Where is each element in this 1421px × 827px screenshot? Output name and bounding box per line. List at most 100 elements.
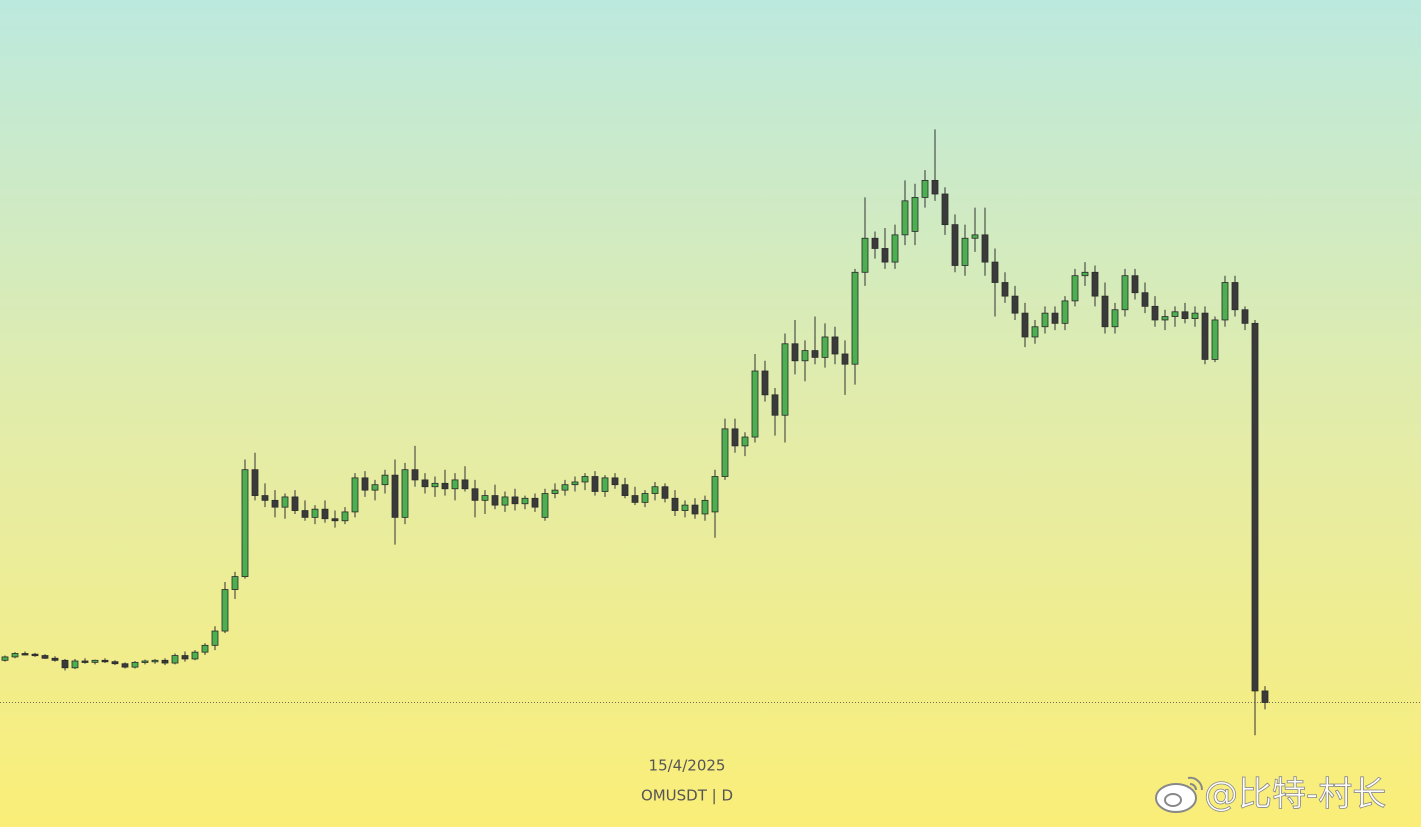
candle-body [721,428,729,477]
candle-body [611,477,619,486]
candle-body [161,659,169,664]
candle-body [1221,282,1229,321]
candle-body [351,477,359,513]
candle-body [311,508,319,518]
candle-body [1151,305,1159,321]
candle-body [1041,312,1049,328]
candle-body [511,496,519,505]
candle-body [1011,295,1019,314]
candle-body [891,234,899,263]
candle-body [821,336,829,358]
candle-body [941,193,949,226]
date-label: 15/4/2025 [649,757,726,775]
weibo-icon [1155,776,1204,813]
candle-body [381,474,389,486]
candle-body [871,237,879,249]
candle-body [991,261,999,283]
candle-body [921,179,929,198]
candle-body [371,484,379,491]
candle-body [1171,311,1179,317]
candle-body [491,495,499,506]
candle-body [1251,322,1259,692]
candle-body [1,656,9,661]
candle-body [581,476,589,483]
candle-body [1261,690,1269,703]
candle-body [901,200,909,236]
candle-body [261,495,269,501]
candle-body [551,489,559,494]
candle-body [781,343,789,416]
candle-body [471,488,479,501]
candle-body [151,659,159,663]
candle-body [271,499,279,508]
candle-body [21,653,29,656]
candle-body [1161,316,1169,321]
candle-body [431,482,439,488]
candle-body [1031,326,1039,338]
candle-body [251,469,259,496]
candle-body [121,663,129,668]
candle-body [391,474,399,518]
candle-body [231,576,239,590]
candle-body [501,496,509,506]
candle-body [811,350,819,358]
candle-body [301,510,309,518]
candle-body [1021,312,1029,338]
candle-body [521,497,529,505]
candle-body [1181,311,1189,319]
candle-body [221,589,229,632]
candle-body [861,237,869,273]
symbol-label: OMUSDT | D [641,787,733,805]
candle-body [331,518,339,522]
candle-body [1061,300,1069,324]
candle-body [541,493,549,518]
candle-body [1191,312,1199,319]
candle-body [1081,271,1089,277]
candle-body [31,653,39,657]
candle-body [731,428,739,447]
candle-body [441,482,449,490]
candle-body [461,479,469,490]
candle-body [131,661,139,668]
candle-body [841,353,849,365]
candle-body [1231,282,1239,311]
candle-body [281,496,289,508]
candle-body [411,469,419,481]
candle-body [71,660,79,669]
candle-body [681,504,689,511]
candle-body [241,469,249,577]
candle-body [1071,275,1079,302]
candle-body [621,484,629,496]
candle-body [701,499,709,515]
candle-body [1111,309,1119,328]
candle-body [631,495,639,503]
candle-body [1051,312,1059,324]
candle-body [641,493,649,503]
candle-body [51,657,59,661]
candle-body [41,655,49,659]
candle-body [191,651,199,660]
candle-body [291,496,299,511]
candle-body [201,644,209,653]
candle-body [61,659,69,669]
candle-body [321,508,329,520]
candle-body [711,476,719,513]
candle-body [141,660,149,663]
candle-body [181,655,189,660]
candle-body [1201,312,1209,360]
candle-body [561,484,569,491]
candle-body [981,234,989,263]
candle-body [1211,319,1219,360]
candle-body [101,659,109,663]
candle-body [801,350,809,362]
candle-body [791,343,799,362]
plot-area [0,129,1421,736]
candle-body [531,497,539,508]
candle-body [651,486,659,494]
candle-body [851,271,859,365]
candle-body [831,336,839,355]
candle-body [81,660,89,663]
candle-body [951,224,959,266]
